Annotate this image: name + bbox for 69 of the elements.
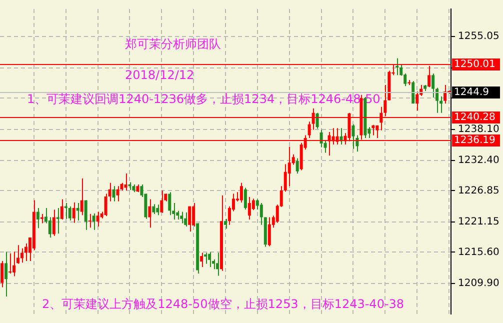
candlestick xyxy=(0,260,4,288)
y-tick-label: 1221.15 xyxy=(458,216,500,228)
candlestick xyxy=(72,202,76,224)
candlestick xyxy=(240,182,243,203)
candlestick xyxy=(92,212,96,230)
candlestick xyxy=(204,252,208,264)
ref-line-label: 1250.01 xyxy=(454,59,496,70)
candlestick xyxy=(352,124,355,150)
candlestick xyxy=(84,200,88,230)
y-tick-label: 1226.85 xyxy=(458,185,500,196)
candlestick xyxy=(244,187,247,210)
candlestick xyxy=(372,124,375,136)
candlestick xyxy=(200,252,204,268)
y-tick-label: 1232.40 xyxy=(458,155,500,166)
candlestick xyxy=(60,198,64,220)
candlestick xyxy=(36,207,40,229)
candlestick xyxy=(96,211,100,228)
candlestick xyxy=(156,204,160,216)
candlestick xyxy=(80,178,84,216)
candlestick xyxy=(68,206,72,222)
candlestick xyxy=(104,193,108,217)
candlestick xyxy=(184,212,188,228)
annotation: 2018/12/12 xyxy=(125,68,194,82)
candlestick xyxy=(64,202,68,220)
candlestick xyxy=(160,190,164,214)
ref-line-label: 1244.9 xyxy=(454,87,489,98)
annotation: 2、可茉建议上方触及1248-50做空，止损1253，目标1243-40-38 xyxy=(42,297,404,312)
candlestick xyxy=(412,80,415,104)
candlestick xyxy=(208,252,212,268)
y-tick-label: 1215.60 xyxy=(458,246,500,258)
y-tick-label: 1255.05 xyxy=(458,31,500,42)
y-tick-label: 1209.90 xyxy=(458,278,500,289)
candlestick xyxy=(316,112,319,130)
candlestick xyxy=(320,129,323,148)
candlestick xyxy=(288,146,291,187)
candlestick xyxy=(180,211,184,224)
candlestick xyxy=(8,252,12,274)
candlestick xyxy=(416,91,419,112)
candlestick xyxy=(40,213,44,224)
candlestick xyxy=(268,216,271,247)
candlestick xyxy=(20,248,24,264)
candlestick xyxy=(88,213,92,228)
candlestick xyxy=(76,202,80,222)
candlestick xyxy=(284,164,287,192)
candlestick xyxy=(296,158,299,174)
candlestick xyxy=(124,173,128,191)
candlestick xyxy=(432,73,435,98)
candlestick xyxy=(4,251,8,298)
candlestick xyxy=(56,207,60,234)
candlestick xyxy=(308,121,311,138)
ref-line-label: 1240.28 xyxy=(454,112,496,124)
candlestick xyxy=(116,186,120,202)
ref-line-label: 1236.19 xyxy=(454,135,496,146)
candlestick xyxy=(148,198,152,228)
candlestick xyxy=(52,209,56,236)
candlestick xyxy=(376,124,379,138)
candlestick xyxy=(260,202,263,226)
y-tick-label: 1238.10 xyxy=(458,124,500,135)
annotation: 郑可茉分析师团队 xyxy=(125,37,221,52)
candlestick xyxy=(192,202,196,228)
candlestick xyxy=(396,58,399,76)
candlestick xyxy=(168,192,172,216)
candlestick xyxy=(152,204,156,214)
candlestick xyxy=(248,196,251,220)
candlestick xyxy=(188,206,192,232)
candlestick xyxy=(12,251,16,277)
candlestick xyxy=(216,252,220,276)
candlestick xyxy=(444,84,447,104)
candlestick xyxy=(224,218,227,230)
